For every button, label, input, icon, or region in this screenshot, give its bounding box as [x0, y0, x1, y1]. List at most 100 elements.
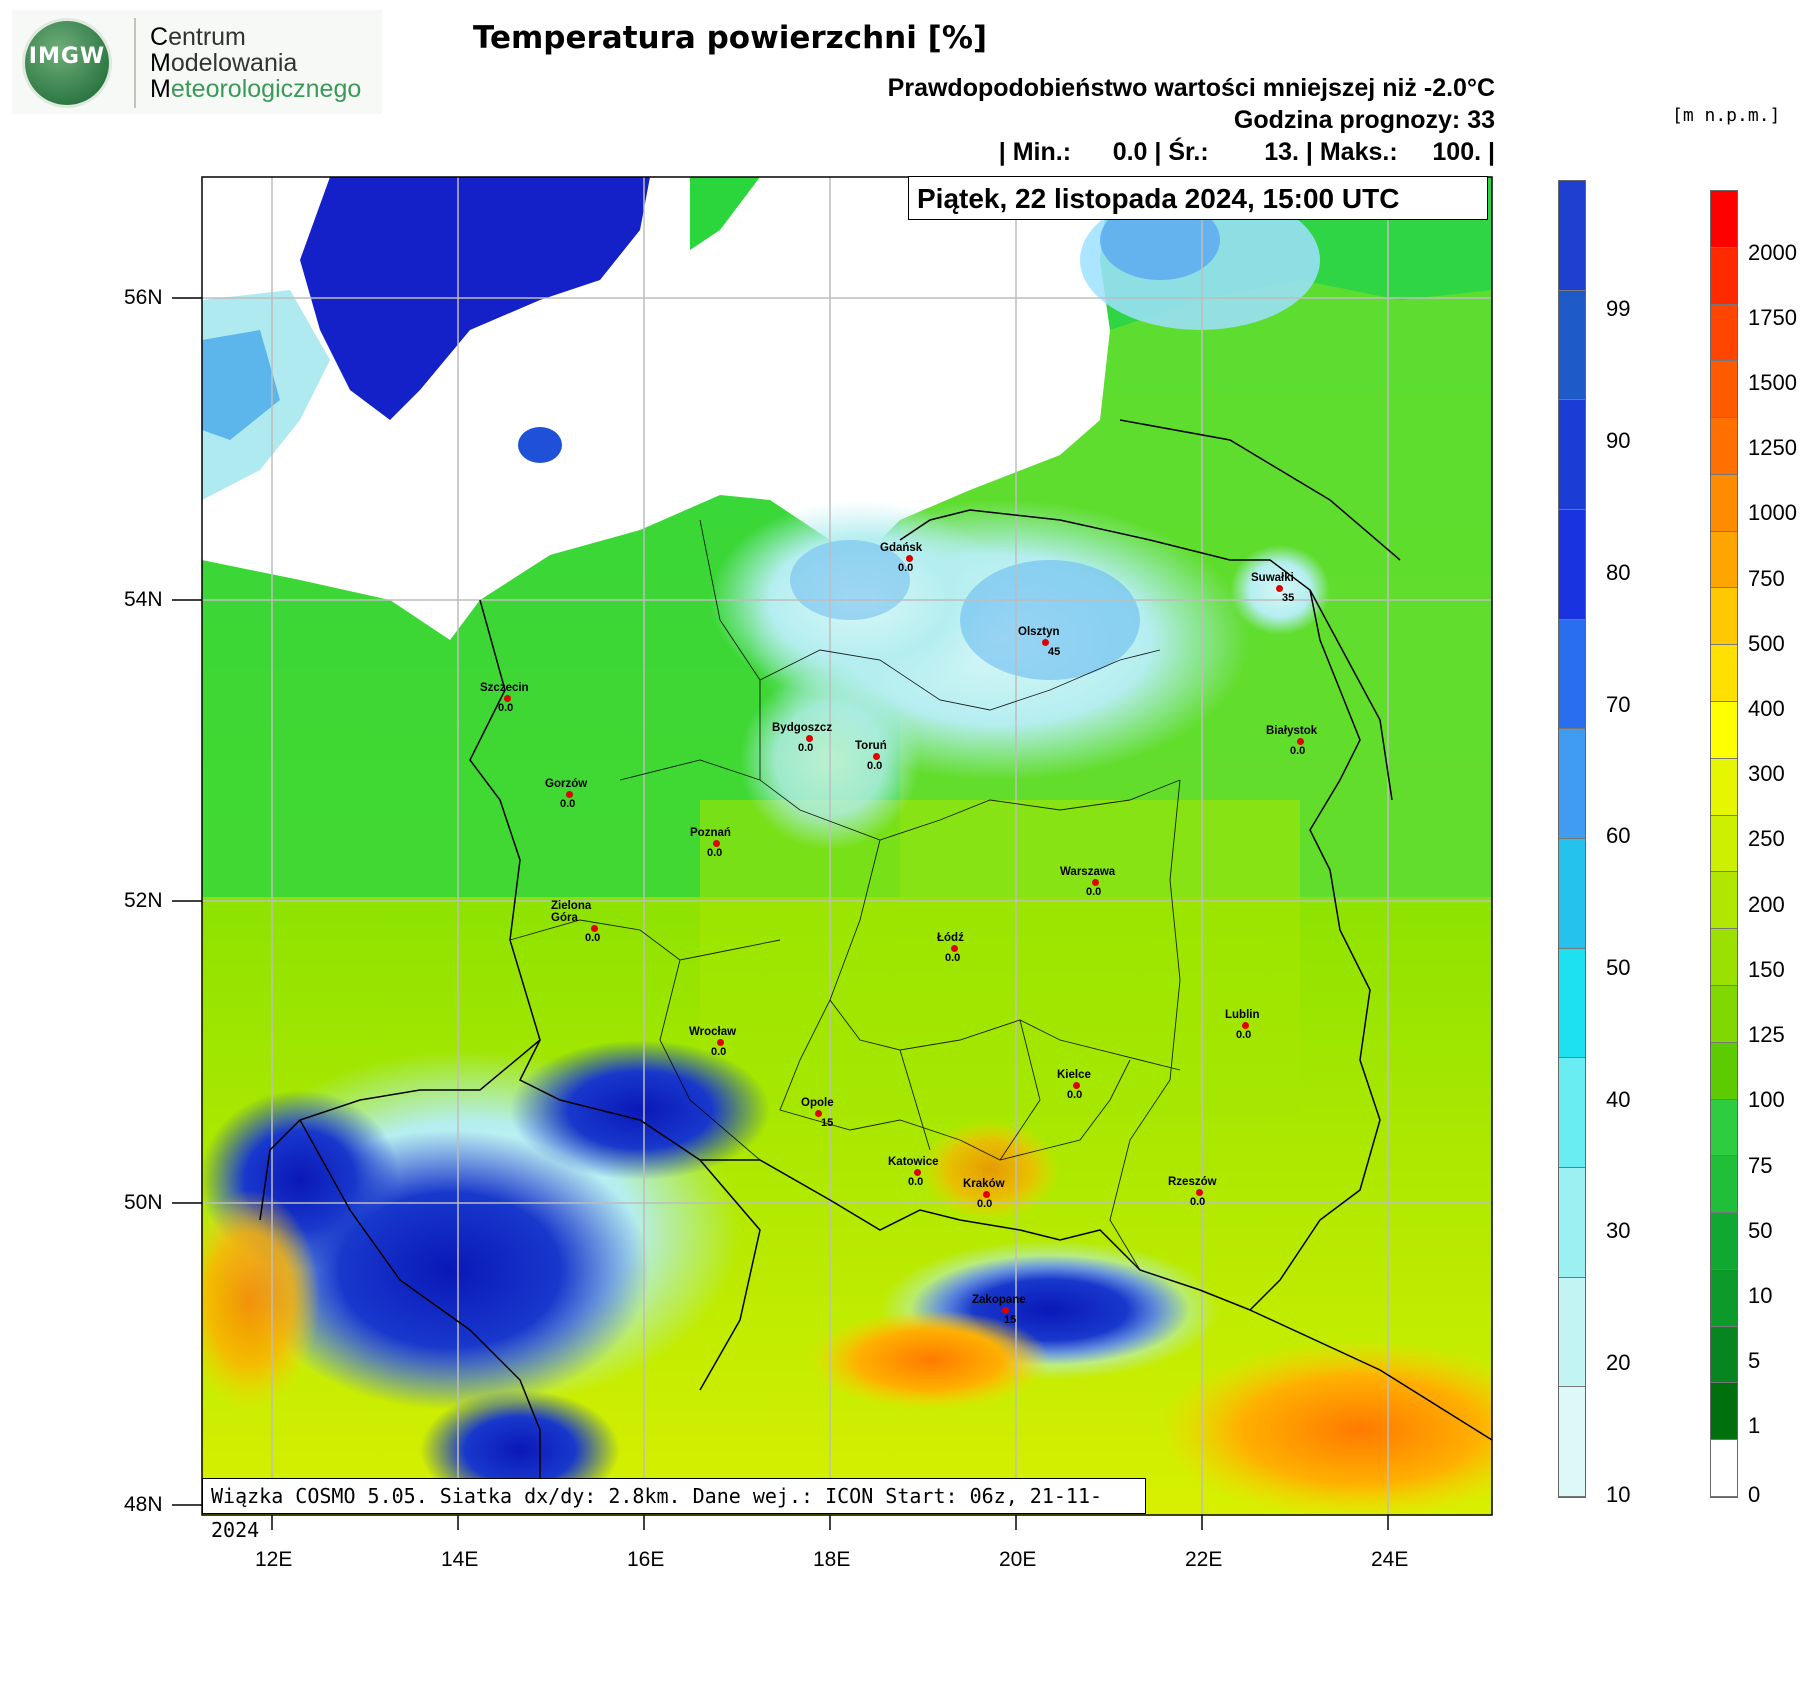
elev-color-swatch: [1711, 1042, 1737, 1100]
prob-color-swatch: [1559, 510, 1585, 620]
prob-color-swatch: [1559, 400, 1585, 511]
elevation-colorbar: [1710, 190, 1738, 1498]
sweden-green: [690, 177, 760, 250]
elev-tick-label: 300: [1748, 761, 1785, 786]
slovakia-ukraine-border: [1249, 1309, 1493, 1441]
prob-color-swatch: [1559, 729, 1585, 840]
elev-tick-label: 5: [1748, 1348, 1761, 1373]
model-info-footer: Wiązka COSMO 5.05. Siatka dx/dy: 2.8km. …: [202, 1478, 1146, 1542]
city-marker: Rzeszów 0.0: [1168, 1176, 1217, 1208]
city-marker: Wrocław 0.0: [689, 1026, 737, 1058]
elev-tick-label: 1: [1748, 1413, 1761, 1438]
city-marker: Łódź 0.0: [937, 932, 964, 964]
elev-color-swatch: [1711, 1269, 1737, 1327]
elev-tick-label: 750: [1748, 566, 1785, 591]
elev-tick-label: 2000: [1748, 240, 1797, 265]
olsztyn-core: [960, 560, 1140, 680]
elev-color-swatch: [1711, 588, 1737, 646]
logo-line-3: Meteorologicznego: [150, 75, 362, 103]
prob-color-swatch: [1559, 839, 1585, 949]
map-subtitle: Prawdopodobieństwo wartości mniejszej ni…: [887, 74, 1495, 102]
map-field: [202, 177, 1492, 1515]
lat-label-54n: 54N: [124, 588, 163, 611]
axis-ticks: [172, 297, 1389, 1530]
city-marker: Olsztyn 45: [1018, 626, 1061, 658]
city-marker: Opole 15: [801, 1097, 834, 1129]
probability-colorbar: [1558, 180, 1586, 1498]
voivodeship-border-4: [509, 919, 781, 961]
forecast-hour: Godzina prognozy: 33: [1233, 106, 1495, 134]
city-marker: Zakopane 15: [972, 1294, 1026, 1326]
elev-color-swatch: [1711, 1383, 1737, 1441]
prob-color-swatch: [1559, 290, 1585, 401]
lat-label-52n: 52N: [124, 889, 163, 912]
imgw-logo-icon: IMGW: [22, 18, 112, 108]
borders: [259, 419, 1493, 1480]
prob-tick-label: 10: [1606, 1482, 1631, 1507]
elev-color-swatch: [1711, 702, 1737, 759]
lat-label-56n: 56N: [124, 286, 163, 309]
elev-color-swatch: [1711, 304, 1737, 362]
kaliningrad-border: [1119, 419, 1401, 561]
city-marker: Toruń 0.0: [855, 740, 887, 772]
elev-tick-label: 75: [1748, 1153, 1773, 1178]
voivodeship-borders: [509, 519, 1181, 1271]
city-marker: Kielce 0.0: [1057, 1069, 1091, 1101]
elev-color-swatch: [1711, 758, 1737, 816]
elev-tick-label: 100: [1748, 1087, 1785, 1112]
elev-tick-label: 10: [1748, 1283, 1773, 1308]
city-marker: Bydgoszcz 0.0: [772, 722, 833, 754]
city-marker: Gdańsk 0.0: [880, 542, 923, 574]
prob-tick-label: 80: [1606, 560, 1631, 585]
land-central-south: [700, 800, 1300, 1120]
lon-label-24e: 24E: [1371, 1548, 1409, 1571]
elev-color-swatch: [1711, 418, 1737, 475]
bornholm-island: [518, 427, 562, 463]
prob-color-swatch: [1559, 948, 1585, 1059]
city-marker: Zielona Góra 0.0: [551, 900, 601, 944]
voivodeship-border-8: [779, 999, 1131, 1161]
prob-tick-label: 20: [1606, 1350, 1631, 1375]
logo-line-2: Modelowania: [150, 49, 298, 77]
prob-color-swatch: [1559, 181, 1585, 291]
prob-color-swatch: [1559, 619, 1585, 730]
elev-color-swatch: [1711, 1440, 1737, 1497]
elev-tick-label: 500: [1748, 631, 1785, 656]
prob-tick-label: 50: [1606, 955, 1631, 980]
city-marker: Szczecin 0.0: [480, 682, 529, 714]
voivodeship-border-6: [1109, 779, 1181, 1271]
lon-label-22e: 22E: [1185, 1548, 1223, 1571]
city-marker: Gorzów 0.0: [545, 778, 588, 810]
lat-label-50n: 50N: [124, 1191, 163, 1214]
lithuania-belarus-border: [1309, 589, 1393, 801]
elev-tick-label: 50: [1748, 1218, 1773, 1243]
lon-label-20e: 20E: [999, 1548, 1037, 1571]
map-frame: [201, 176, 1493, 1516]
elev-color-swatch: [1711, 1213, 1737, 1270]
elev-tick-label: 150: [1748, 957, 1785, 982]
elev-color-swatch: [1711, 645, 1737, 703]
voivodeship-border-2: [759, 680, 1181, 841]
elev-tick-label: 200: [1748, 892, 1785, 917]
city-marker: Warszawa 0.0: [1060, 866, 1116, 898]
elev-tick-label: 125: [1748, 1022, 1785, 1047]
logo-line-1: Centrum: [150, 23, 246, 51]
elev-color-swatch: [1711, 872, 1737, 930]
elev-color-swatch: [1711, 1326, 1737, 1384]
elev-color-swatch: [1711, 361, 1737, 419]
elev-tick-label: 250: [1748, 826, 1785, 851]
city-marker: Katowice 0.0: [888, 1156, 939, 1188]
denmark-core: [202, 330, 280, 440]
valid-date-box: Piątek, 22 listopada 2024, 15:00 UTC: [908, 176, 1488, 220]
city-marker: Białystok 0.0: [1266, 725, 1318, 757]
lithuania-colder: [1100, 200, 1220, 280]
logo-text: Centrum Modelowania Meteorologicznego: [150, 24, 361, 102]
city-marker: Kraków 0.0: [963, 1178, 1005, 1210]
lon-label-16e: 16E: [627, 1548, 665, 1571]
voivodeship-border-10: [899, 1049, 931, 1151]
elev-color-swatch: [1711, 985, 1737, 1043]
prob-tick-label: 99: [1606, 296, 1631, 321]
elev-tick-label: 400: [1748, 696, 1785, 721]
elev-color-swatch: [1711, 531, 1737, 589]
bavaria-warm: [202, 1190, 320, 1410]
